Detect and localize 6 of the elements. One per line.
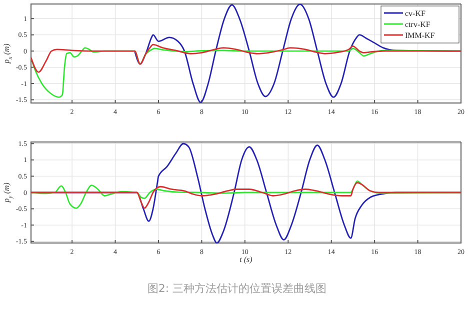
line-series [30, 44, 462, 73]
caption: 图2: 三种方法估计的位置误差曲线图 [147, 282, 327, 295]
legend-label: cv-KF [405, 9, 426, 18]
legend-label: ctrv-KF [405, 20, 431, 29]
legend-label: IMM-KF [405, 31, 436, 40]
x-axis-title: t (s) [240, 255, 253, 264]
